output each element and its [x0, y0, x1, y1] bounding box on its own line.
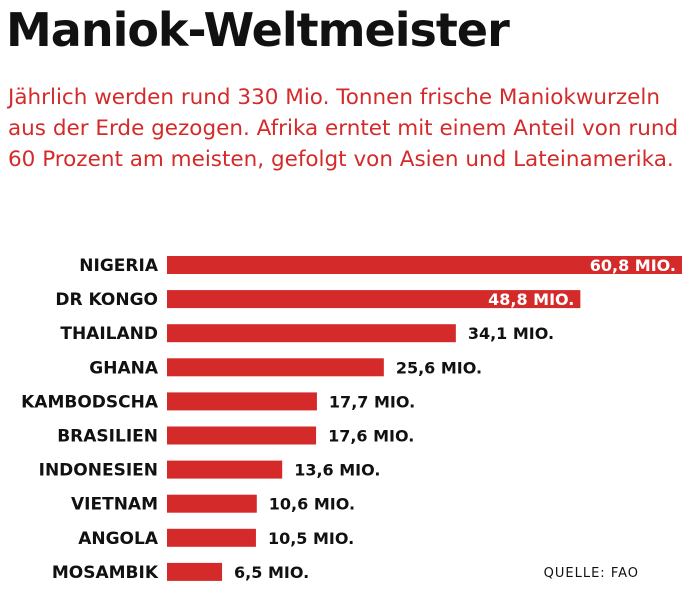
category-label: NIGERIA [79, 256, 159, 276]
bar [167, 528, 256, 547]
bar [167, 324, 456, 343]
bar [167, 460, 283, 479]
chart-subtitle: Jährlich werden rund 330 Mio. Tonnen fri… [8, 85, 679, 172]
category-label: BRASILIEN [57, 427, 158, 447]
bar [167, 494, 257, 513]
category-label: INDONESIEN [39, 461, 158, 481]
category-label: THAILAND [60, 324, 158, 344]
value-label: 10,6 MIO. [269, 495, 355, 514]
value-label: 25,6 MIO. [396, 358, 482, 377]
category-label: DR KONGO [55, 290, 158, 310]
value-label: 13,6 MIO. [294, 461, 380, 480]
bar [167, 392, 317, 411]
value-label: 10,5 MIO. [268, 529, 354, 548]
category-label: ANGOLA [78, 529, 159, 549]
chart-title: Maniok-Weltmeister [6, 3, 510, 57]
category-label: MOSAMBIK [52, 563, 159, 583]
category-label: GHANA [89, 358, 159, 378]
value-label: 34,1 MIO. [468, 324, 554, 343]
value-label: 17,7 MIO. [329, 392, 415, 411]
category-label: KAMBODSCHA [21, 392, 159, 412]
source-note: QUELLE: FAO [543, 566, 639, 581]
bar [167, 562, 223, 581]
value-label: 6,5 MIO. [234, 563, 309, 582]
bar [167, 358, 384, 377]
value-label: 48,8 MIO. [488, 290, 574, 309]
bar [167, 256, 682, 274]
bar [167, 290, 581, 309]
category-label: VIETNAM [71, 495, 158, 515]
value-label: 17,6 MIO. [328, 427, 414, 446]
bar [167, 426, 317, 445]
value-label: 60,8 MIO. [590, 256, 676, 275]
